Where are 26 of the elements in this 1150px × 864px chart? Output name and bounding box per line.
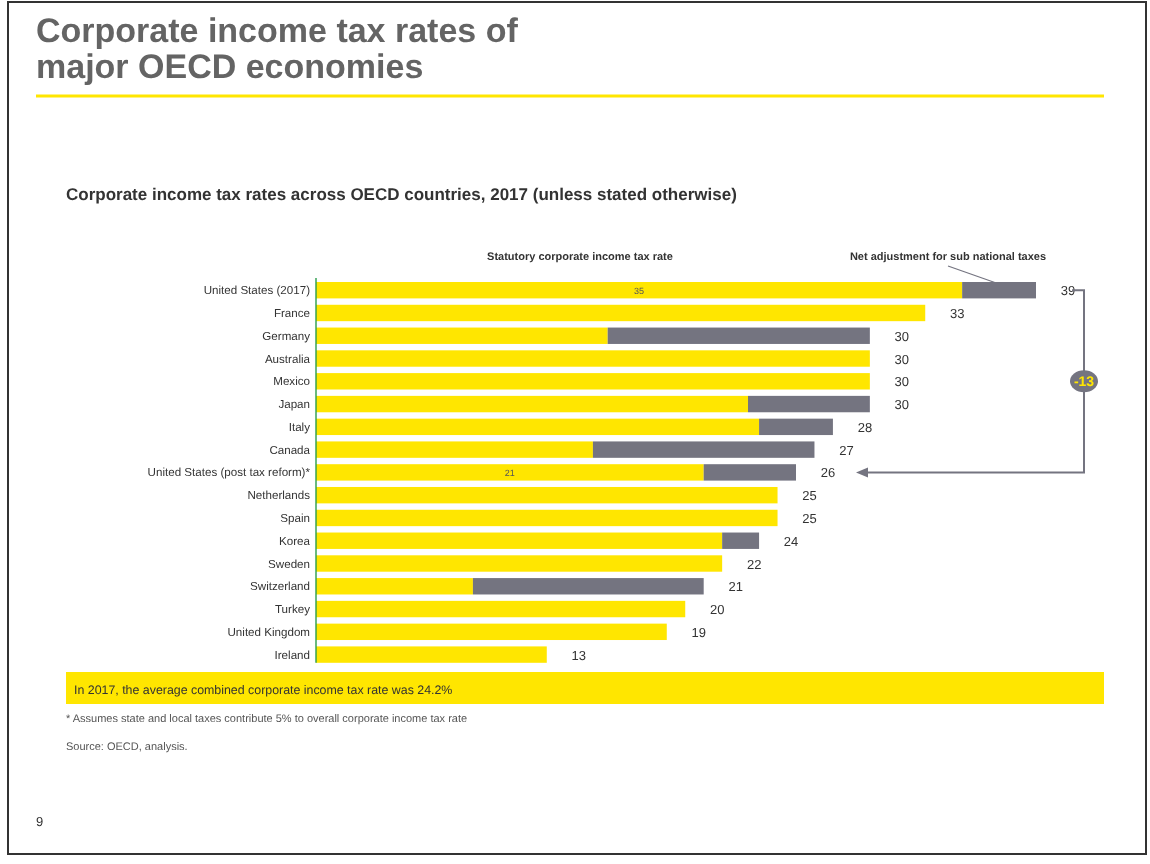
bar (316, 486, 778, 504)
bar (316, 532, 723, 549)
bar (607, 327, 870, 344)
bar (472, 578, 704, 595)
bar (722, 532, 760, 549)
bar (316, 646, 547, 663)
bar (316, 623, 667, 641)
bar (316, 373, 870, 390)
bar (316, 327, 608, 344)
bar (316, 418, 760, 436)
bar (748, 395, 870, 413)
bar (316, 578, 473, 595)
bar (316, 464, 704, 481)
bar (316, 282, 963, 299)
bar (316, 395, 748, 413)
bar (316, 555, 723, 572)
bar (316, 441, 593, 458)
bar (316, 350, 870, 367)
bar (316, 304, 926, 322)
bar (759, 418, 833, 436)
bar (316, 600, 686, 618)
bar (316, 509, 778, 527)
bar (592, 441, 815, 458)
chart-subtitle: Corporate income tax rates across OECD countries, 2017 (unless stated otherwise) (66, 184, 738, 204)
chart-title: Corporate income tax rates of major OECD economies (36, 12, 519, 86)
bar (703, 464, 796, 481)
